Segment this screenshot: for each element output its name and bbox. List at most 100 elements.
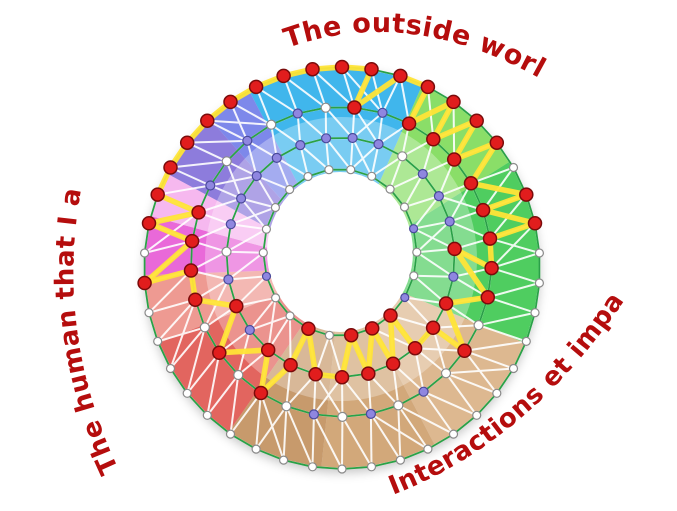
- mesh-spoke: [270, 124, 278, 159]
- milestone-node-white: [285, 184, 295, 195]
- mesh-spoke: [170, 166, 211, 187]
- journey-node-red: [229, 298, 244, 314]
- mesh-spoke: [206, 119, 248, 142]
- mesh-spoke: [438, 195, 484, 212]
- journey-node-red: [212, 345, 227, 361]
- mesh-spoke: [283, 75, 327, 109]
- mesh-spoke: [206, 352, 221, 416]
- milestone-node-white: [307, 462, 318, 472]
- journey-node-red: [308, 367, 323, 382]
- mesh-spoke: [256, 175, 290, 191]
- mesh-spoke: [470, 166, 514, 185]
- mesh-spoke: [389, 155, 404, 190]
- journey-node-red: [489, 135, 505, 150]
- journey-node-red: [248, 79, 264, 95]
- mesh-spoke: [228, 275, 267, 281]
- milestone-node-purple: [365, 408, 376, 419]
- mesh-spoke: [255, 175, 277, 209]
- mesh-spoke: [412, 195, 440, 230]
- mesh-spoke: [432, 327, 447, 374]
- mesh-spoke: [371, 155, 403, 178]
- milestone-node-white: [366, 462, 377, 472]
- milestone-node-white: [303, 171, 313, 182]
- mesh-spoke: [226, 160, 258, 177]
- mesh-spoke: [187, 139, 248, 144]
- milestone-node-white: [324, 330, 334, 340]
- mesh-spoke: [325, 137, 352, 171]
- mesh-spoke: [416, 220, 451, 253]
- milestone-node-white: [393, 400, 404, 411]
- journey-node-red: [519, 187, 534, 202]
- milestone-node-purple: [271, 152, 282, 163]
- milestone-node-purple: [377, 107, 388, 118]
- mesh-spoke: [325, 138, 330, 170]
- milestone-node-white: [448, 429, 459, 439]
- mesh-spoke: [186, 327, 206, 394]
- milestone-node-white: [144, 308, 154, 318]
- milestone-node-white: [346, 165, 356, 175]
- mesh-spoke: [449, 220, 491, 240]
- milestone-node-white: [508, 162, 519, 173]
- journey-node-red: [184, 233, 200, 249]
- milestone-node-white: [221, 246, 232, 257]
- label-human-that-i-am-text: The human that I am: [0, 0, 125, 479]
- milestone-node-purple: [292, 108, 303, 119]
- journey-node-red: [283, 357, 298, 373]
- mesh-spoke: [249, 297, 277, 331]
- mesh-spoke: [414, 348, 425, 392]
- mesh-spoke: [198, 197, 242, 214]
- journey-node-red: [482, 231, 498, 246]
- mesh-spoke: [349, 137, 354, 170]
- milestone-node-white: [385, 184, 395, 194]
- journey-node-red: [163, 160, 178, 175]
- milestone-node-white: [423, 444, 433, 454]
- mesh-spoke: [351, 137, 373, 177]
- mesh-spoke: [478, 311, 536, 327]
- nodes: [137, 59, 545, 474]
- milestone-node-purple: [347, 132, 358, 144]
- mesh-spoke: [313, 376, 343, 415]
- milestone-node-purple: [223, 274, 234, 285]
- ring-outline-2: [190, 106, 493, 418]
- mesh-spoke: [464, 340, 527, 352]
- mesh-spoke: [404, 195, 440, 208]
- milestone-node-white: [530, 308, 540, 318]
- milestone-node-purple: [409, 224, 419, 234]
- milestone-node-purple: [321, 133, 332, 144]
- mesh-spoke: [478, 324, 527, 343]
- mesh-spoke: [416, 251, 454, 278]
- label-human-that-i-am: The human that I am: [0, 0, 125, 479]
- journey-node-red: [150, 187, 165, 202]
- mesh-spoke: [156, 298, 197, 343]
- mesh-spoke: [463, 350, 498, 394]
- mesh-spoke: [255, 405, 288, 450]
- journey-node-red: [426, 132, 441, 147]
- mesh-spoke: [170, 160, 227, 169]
- milestone-node-purple: [418, 386, 429, 397]
- mesh-spoke: [324, 107, 354, 139]
- mesh-spoke: [299, 144, 309, 177]
- milestone-node-white: [508, 363, 519, 374]
- journey-node-red: [383, 308, 398, 323]
- milestone-node-white: [140, 248, 150, 258]
- milestone-node-white: [233, 369, 244, 381]
- mesh-spoke: [229, 101, 272, 126]
- mesh-spoke: [487, 282, 540, 299]
- journey-node-red: [446, 94, 461, 110]
- mesh-spoke: [246, 140, 258, 177]
- mesh-spoke: [399, 75, 411, 124]
- milestone-node-white: [534, 278, 545, 288]
- mesh-spoke: [229, 392, 262, 435]
- journey-node-red: [407, 340, 423, 356]
- mesh-spoke: [267, 297, 277, 351]
- milestone-node-white: [412, 247, 422, 257]
- journey-node-red: [305, 61, 320, 77]
- mesh-spoke: [249, 314, 291, 331]
- journey-node-red: [253, 385, 269, 401]
- mesh-spoke: [299, 144, 330, 171]
- mesh-spoke: [311, 414, 315, 467]
- journey-node-red: [200, 113, 215, 128]
- mesh-spoke: [370, 413, 402, 461]
- milestone-node-purple: [242, 135, 253, 146]
